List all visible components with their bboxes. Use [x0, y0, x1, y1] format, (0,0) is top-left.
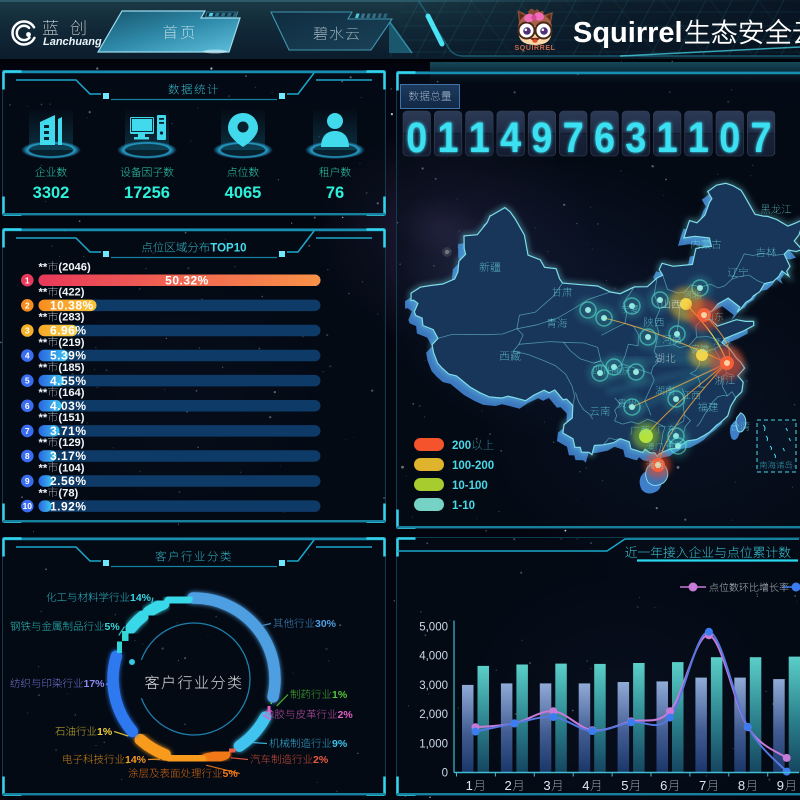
svg-text:6: 6: [25, 401, 30, 411]
svg-text:2.56%: 2.56%: [50, 474, 87, 488]
svg-text:1: 1: [688, 114, 709, 162]
svg-text:5.39%: 5.39%: [50, 349, 87, 363]
svg-text:3: 3: [25, 326, 30, 336]
svg-text:**: **: [39, 387, 48, 399]
svg-text:0: 0: [719, 114, 740, 162]
svg-text:1: 1: [466, 778, 473, 793]
svg-text:5: 5: [621, 778, 628, 793]
svg-text:5: 5: [25, 376, 30, 386]
svg-text:**: **: [39, 362, 48, 374]
svg-text:Squirrel: Squirrel: [573, 17, 683, 49]
svg-text:4065: 4065: [225, 184, 262, 202]
svg-text:3.71%: 3.71%: [50, 424, 87, 438]
svg-text:**: **: [39, 412, 48, 424]
svg-text:1: 1: [438, 114, 459, 162]
svg-text:3302: 3302: [33, 184, 70, 202]
svg-text:2,000: 2,000: [419, 709, 448, 721]
svg-text:14%: 14%: [125, 754, 147, 766]
svg-text:17256: 17256: [124, 184, 170, 202]
svg-text:1: 1: [25, 275, 30, 285]
svg-text:4,000: 4,000: [419, 651, 448, 663]
svg-text:9: 9: [777, 778, 784, 793]
svg-text:1%: 1%: [97, 726, 113, 738]
svg-text:**: **: [39, 337, 48, 349]
svg-text:9: 9: [25, 476, 30, 486]
svg-text:(185): (185): [58, 362, 84, 374]
svg-text:0: 0: [442, 768, 448, 780]
svg-text:0: 0: [406, 114, 427, 162]
svg-text:4.03%: 4.03%: [50, 399, 87, 413]
svg-text:14%: 14%: [130, 592, 152, 604]
svg-text:(164): (164): [58, 387, 84, 399]
svg-text:(422): (422): [58, 287, 84, 299]
svg-text:1,000: 1,000: [419, 738, 448, 750]
svg-text:1-10: 1-10: [452, 500, 475, 512]
svg-text:10.38%: 10.38%: [50, 299, 94, 313]
svg-text:(78): (78): [58, 487, 78, 499]
svg-text:(129): (129): [58, 437, 84, 449]
svg-text:4: 4: [500, 114, 521, 162]
svg-text:TOP10: TOP10: [210, 243, 246, 255]
svg-text:8: 8: [738, 778, 745, 793]
svg-text:4: 4: [25, 351, 30, 361]
svg-text:4.55%: 4.55%: [50, 374, 87, 388]
svg-text:SQUIRREL: SQUIRREL: [515, 45, 556, 52]
svg-text:**: **: [39, 437, 48, 449]
svg-text:3: 3: [625, 114, 646, 162]
svg-text:200: 200: [452, 440, 471, 452]
svg-text:**: **: [39, 287, 48, 299]
svg-text:5%: 5%: [223, 768, 239, 780]
svg-text:17%: 17%: [84, 678, 106, 690]
svg-text:(151): (151): [58, 412, 84, 424]
svg-text:10-100: 10-100: [452, 480, 488, 492]
svg-text:3.17%: 3.17%: [50, 449, 87, 463]
svg-text:3,000: 3,000: [419, 680, 448, 692]
svg-text:2%: 2%: [313, 754, 329, 766]
svg-text:2%: 2%: [338, 709, 354, 721]
svg-text:(219): (219): [58, 337, 84, 349]
svg-text:**: **: [39, 262, 48, 274]
svg-text:7: 7: [25, 426, 30, 436]
svg-text:3: 3: [543, 778, 550, 793]
svg-text:7: 7: [699, 778, 706, 793]
svg-text:**: **: [39, 312, 48, 324]
svg-text:9: 9: [531, 114, 552, 162]
svg-text:10: 10: [23, 501, 33, 511]
svg-text:5%: 5%: [105, 621, 121, 633]
svg-text:30%: 30%: [315, 618, 337, 630]
svg-text:6: 6: [660, 778, 667, 793]
svg-text:(2046): (2046): [58, 262, 91, 274]
svg-text:2: 2: [505, 778, 512, 793]
svg-text:7: 7: [751, 114, 772, 162]
svg-text:5,000: 5,000: [419, 622, 448, 634]
svg-text:**: **: [39, 487, 48, 499]
svg-text:1: 1: [657, 114, 678, 162]
svg-text:6.96%: 6.96%: [50, 324, 87, 338]
svg-text:2: 2: [25, 300, 30, 310]
svg-text:7: 7: [563, 114, 584, 162]
svg-text:(283): (283): [58, 312, 84, 324]
svg-text:(104): (104): [58, 462, 84, 474]
svg-text:1.92%: 1.92%: [50, 499, 87, 513]
svg-text:8: 8: [25, 451, 30, 461]
svg-text:50.32%: 50.32%: [165, 273, 209, 287]
svg-text:1%: 1%: [332, 689, 348, 701]
svg-text:**: **: [39, 462, 48, 474]
svg-text:100-200: 100-200: [452, 460, 494, 472]
svg-text:4: 4: [582, 778, 589, 793]
svg-text:1: 1: [469, 114, 490, 162]
svg-text:6: 6: [594, 114, 615, 162]
svg-text:76: 76: [326, 184, 344, 202]
svg-text:9%: 9%: [332, 738, 348, 750]
svg-text:Lanchuang: Lanchuang: [43, 36, 102, 48]
